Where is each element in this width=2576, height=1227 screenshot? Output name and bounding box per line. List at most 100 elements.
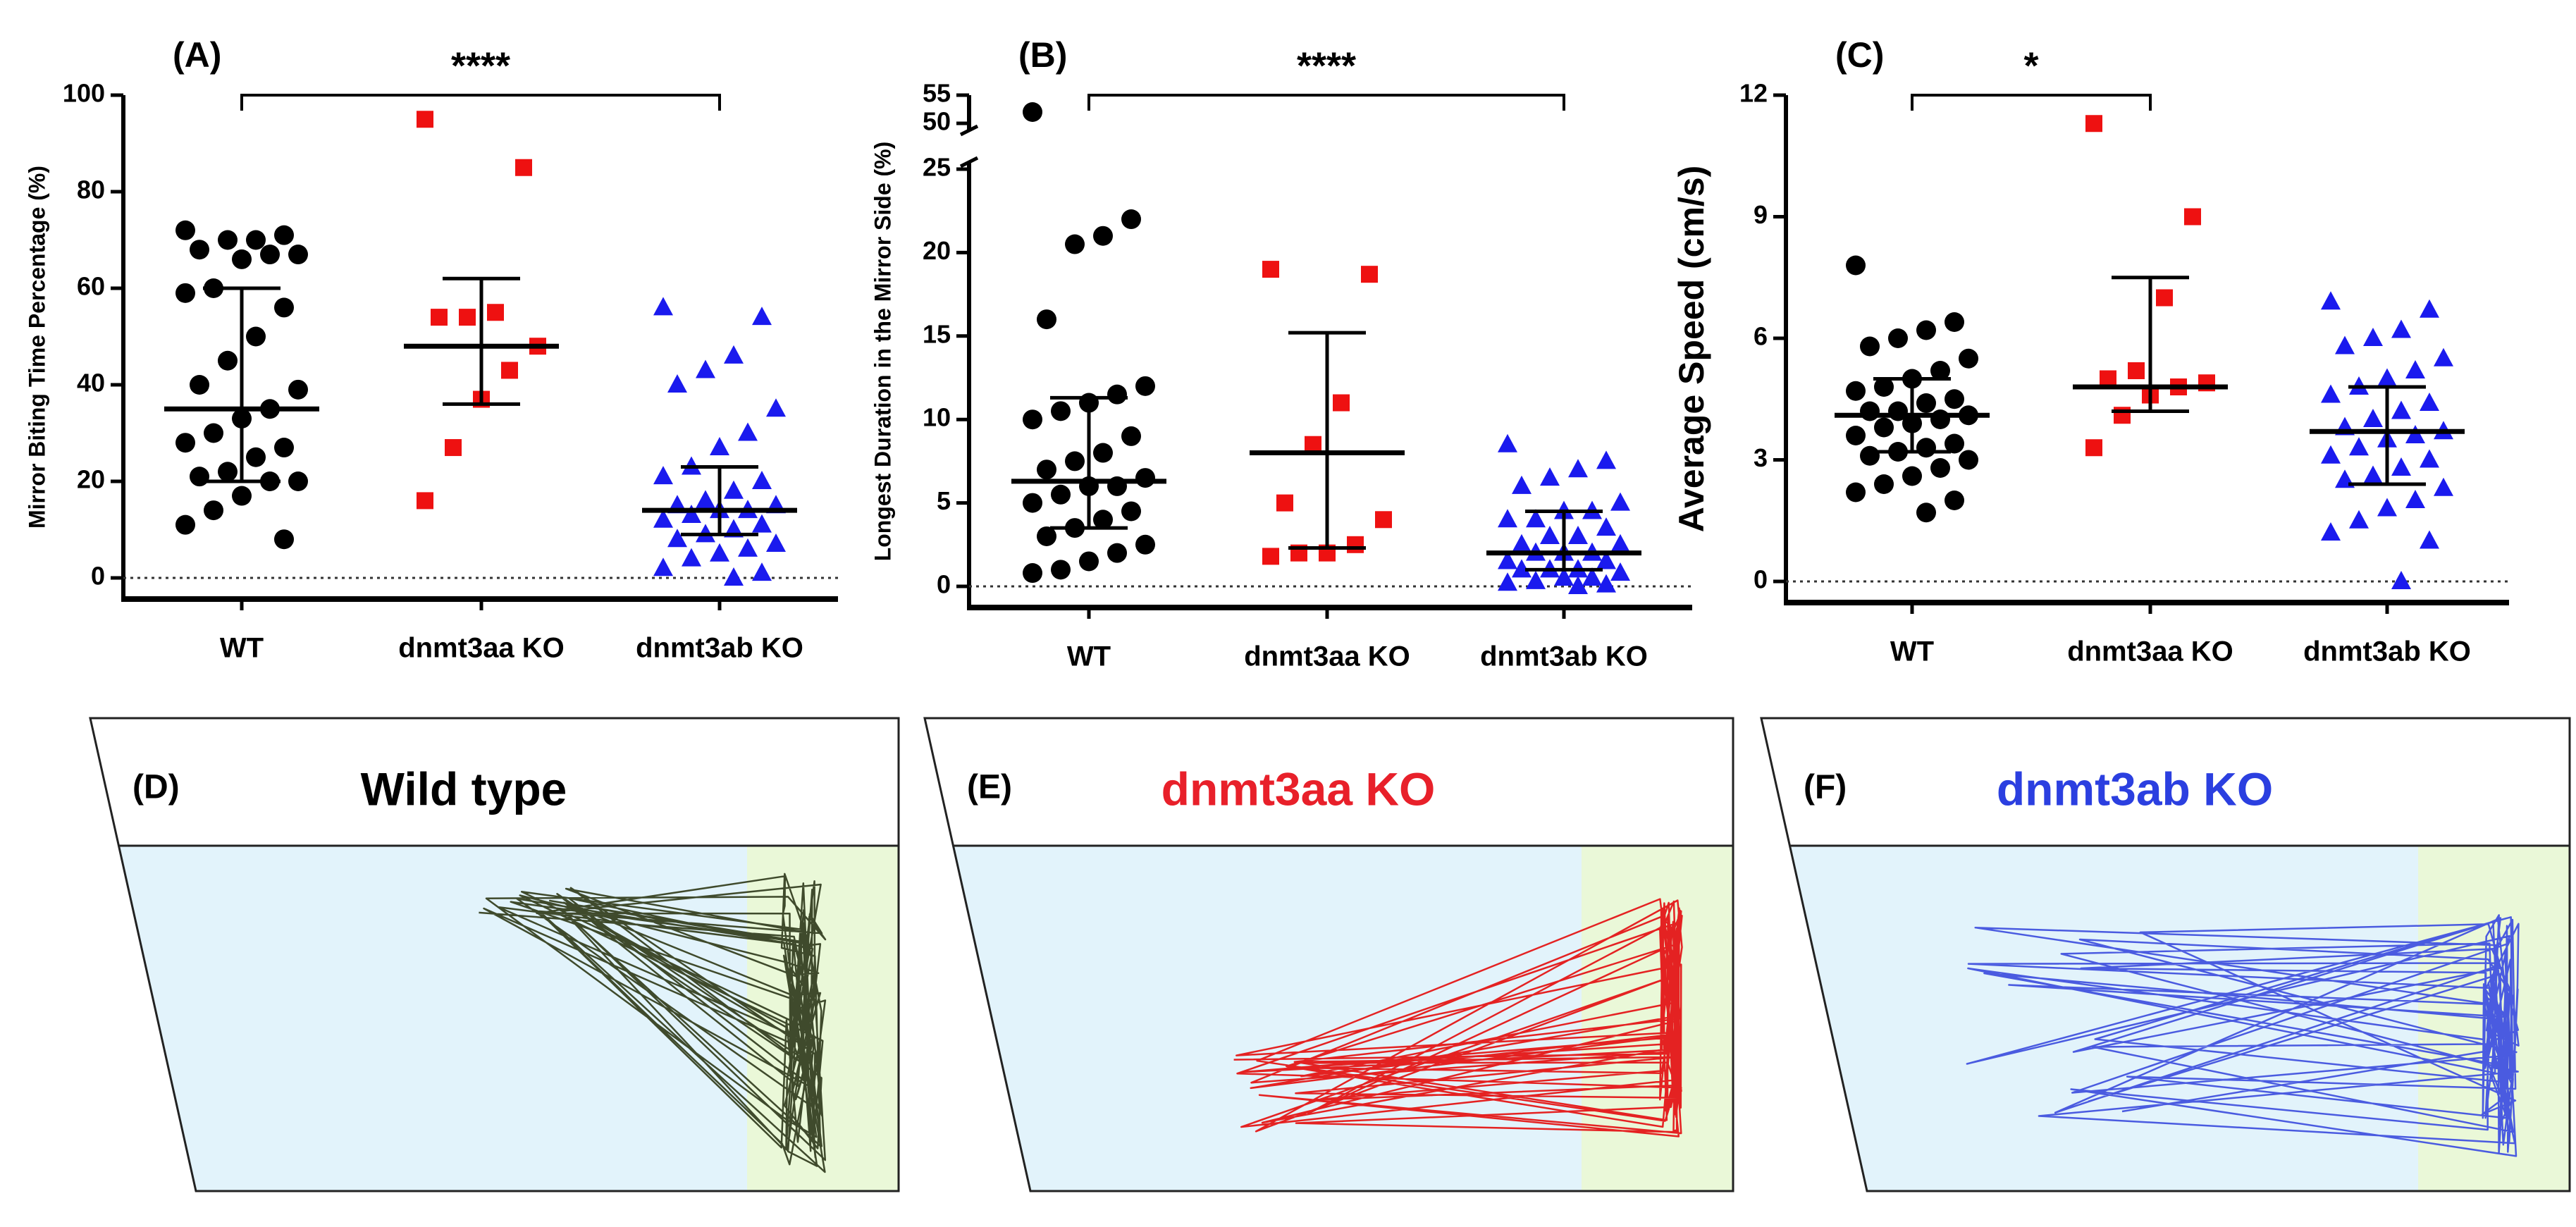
point [1888, 328, 1908, 348]
point [1262, 261, 1279, 278]
point [2363, 465, 2383, 484]
point [2434, 477, 2453, 496]
x-tick-label: WT [1067, 641, 1111, 672]
panel-title: Wild type [361, 763, 567, 815]
point [2128, 362, 2145, 379]
axis-break [959, 156, 979, 168]
y-tick-label: 20 [923, 236, 951, 265]
point [1610, 492, 1630, 511]
point [1959, 450, 1978, 470]
point [232, 486, 252, 506]
x-tick-label: WT [220, 633, 264, 664]
point [1554, 567, 1574, 586]
point [204, 423, 223, 443]
point [2405, 490, 2425, 508]
point [1512, 475, 1532, 494]
y-tick-label: 55 [923, 79, 951, 108]
x-tick-label: dnmt3ab KO [636, 633, 803, 664]
point [218, 230, 238, 250]
point [1107, 543, 1127, 563]
point [653, 297, 673, 316]
point [1846, 482, 1866, 502]
fish-track [1966, 914, 2520, 1157]
point [1930, 361, 1950, 381]
point [1916, 438, 1936, 458]
point [1860, 401, 1880, 421]
point [1860, 445, 1880, 466]
point [1121, 209, 1141, 230]
point [1107, 384, 1127, 405]
x-tick-label: dnmt3ab KO [2303, 636, 2471, 667]
point [1498, 572, 1517, 591]
point [1498, 509, 1517, 528]
y-tick-label: 0 [91, 562, 105, 591]
y-tick-label: 100 [63, 79, 105, 108]
point [1093, 510, 1113, 530]
point [1305, 436, 1321, 453]
x-tick-label: dnmt3aa KO [1244, 641, 1410, 672]
point [190, 467, 209, 487]
y-tick-label: 25 [923, 153, 951, 182]
point [653, 466, 673, 485]
point [2434, 347, 2453, 366]
point [1037, 526, 1056, 546]
point [752, 562, 772, 581]
point [1874, 377, 1894, 397]
point [175, 433, 195, 453]
point [2420, 530, 2439, 549]
point [1262, 548, 1279, 565]
point [1023, 409, 1042, 430]
panel-label: (A) [173, 35, 221, 75]
point [1568, 576, 1588, 594]
point [2085, 115, 2102, 132]
point [1023, 102, 1042, 122]
y-tick-label: 20 [77, 465, 105, 494]
point [738, 538, 758, 557]
y-tick-label: 6 [1754, 322, 1768, 351]
point [710, 437, 729, 456]
significance-bracket [1911, 94, 2152, 111]
point [724, 567, 744, 586]
point [487, 304, 504, 321]
arena-outline [89, 717, 900, 1192]
point [1582, 567, 1602, 586]
arena-outline [923, 717, 1734, 1192]
mirror-zone [1582, 846, 1733, 1191]
point [696, 490, 715, 509]
point [1860, 336, 1880, 357]
point [1121, 426, 1141, 446]
point [218, 350, 238, 371]
point [752, 514, 772, 533]
point [2377, 368, 2397, 387]
x-tick-label: dnmt3aa KO [2067, 636, 2233, 667]
point [459, 309, 476, 326]
panel-label: (B) [1018, 35, 1067, 75]
point [246, 326, 266, 347]
point [2420, 393, 2439, 411]
point [1051, 401, 1071, 421]
point [752, 471, 772, 489]
significance-label: **** [1297, 44, 1356, 87]
y-tick-label: 15 [923, 319, 951, 348]
panel-title: dnmt3ab KO [1997, 763, 2273, 815]
point [696, 359, 715, 378]
point [2321, 522, 2341, 541]
y-tick-label: 0 [1754, 565, 1768, 594]
point [1037, 309, 1056, 330]
point [1135, 534, 1155, 555]
point [2391, 457, 2411, 476]
point [2420, 299, 2439, 318]
point [218, 462, 238, 482]
point [445, 439, 462, 457]
point [260, 245, 280, 265]
point [1568, 459, 1588, 478]
point [1347, 536, 1364, 553]
point [274, 225, 294, 245]
point [1037, 460, 1056, 480]
x-tick-label: dnmt3aa KO [398, 633, 565, 664]
point [1051, 560, 1071, 580]
point [1333, 394, 1350, 412]
point [2335, 335, 2355, 354]
point [1526, 509, 1546, 528]
x-tick-label: WT [1890, 636, 1934, 667]
